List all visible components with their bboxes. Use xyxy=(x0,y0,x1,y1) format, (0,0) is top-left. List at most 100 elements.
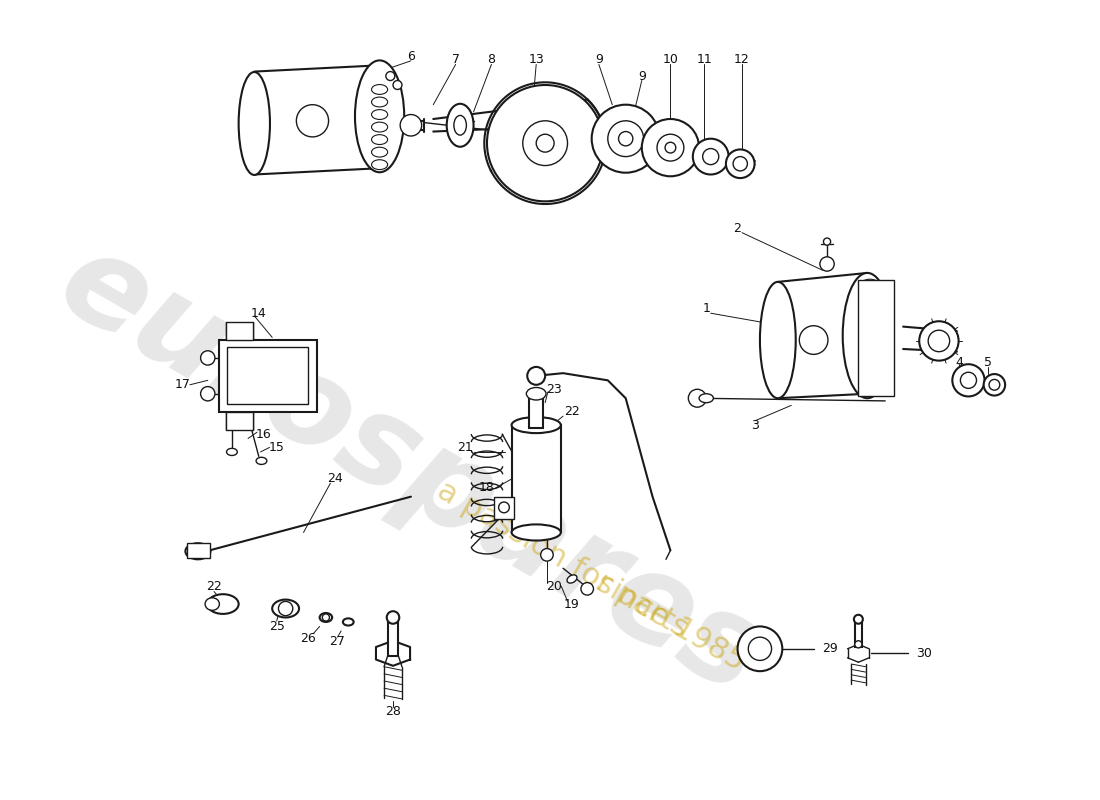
Circle shape xyxy=(527,367,546,385)
Ellipse shape xyxy=(320,613,332,622)
Bar xyxy=(226,322,253,340)
Text: 24: 24 xyxy=(327,472,343,486)
Text: 4: 4 xyxy=(956,356,964,369)
Text: 8: 8 xyxy=(487,54,495,66)
Circle shape xyxy=(641,119,700,176)
Ellipse shape xyxy=(861,322,879,333)
Text: 30: 30 xyxy=(916,646,933,660)
Circle shape xyxy=(592,105,660,173)
Text: since 1985: since 1985 xyxy=(591,568,750,676)
Circle shape xyxy=(322,614,330,621)
Circle shape xyxy=(920,322,958,361)
Circle shape xyxy=(854,614,862,624)
Bar xyxy=(187,543,210,558)
Circle shape xyxy=(522,121,568,166)
Circle shape xyxy=(387,611,399,624)
Ellipse shape xyxy=(372,122,387,132)
Text: 15: 15 xyxy=(268,441,285,454)
Ellipse shape xyxy=(861,365,879,376)
Circle shape xyxy=(748,637,771,661)
Ellipse shape xyxy=(372,134,387,145)
Bar xyxy=(512,425,561,533)
Text: 17: 17 xyxy=(175,378,190,391)
Text: 5: 5 xyxy=(984,356,992,369)
Circle shape xyxy=(989,379,1000,390)
Circle shape xyxy=(666,142,675,153)
Ellipse shape xyxy=(447,104,474,146)
Text: 10: 10 xyxy=(662,54,679,66)
Circle shape xyxy=(400,114,421,136)
Text: 3: 3 xyxy=(751,418,759,431)
Text: 7: 7 xyxy=(452,54,460,66)
Ellipse shape xyxy=(372,85,387,94)
Text: 9: 9 xyxy=(638,70,646,82)
Text: 2: 2 xyxy=(734,222,741,234)
Circle shape xyxy=(983,374,1005,395)
Ellipse shape xyxy=(239,72,270,175)
Ellipse shape xyxy=(205,598,219,610)
Text: 29: 29 xyxy=(823,642,838,655)
Circle shape xyxy=(693,138,728,174)
Text: 12: 12 xyxy=(734,54,750,66)
Ellipse shape xyxy=(760,282,795,398)
Circle shape xyxy=(581,582,594,595)
Ellipse shape xyxy=(227,448,238,455)
Bar xyxy=(228,347,308,405)
Text: 22: 22 xyxy=(206,580,222,593)
Circle shape xyxy=(824,238,830,245)
Ellipse shape xyxy=(527,387,546,400)
Text: 28: 28 xyxy=(385,705,402,718)
Circle shape xyxy=(386,71,395,81)
Text: 6: 6 xyxy=(407,50,415,63)
Ellipse shape xyxy=(512,417,561,433)
Circle shape xyxy=(800,326,828,354)
Circle shape xyxy=(618,131,632,146)
Ellipse shape xyxy=(372,160,387,170)
Ellipse shape xyxy=(512,525,561,541)
Text: 18: 18 xyxy=(478,482,495,494)
Ellipse shape xyxy=(566,575,578,583)
Circle shape xyxy=(657,134,684,161)
Ellipse shape xyxy=(256,458,267,465)
Ellipse shape xyxy=(343,618,353,626)
Ellipse shape xyxy=(207,594,239,614)
Bar xyxy=(529,394,543,428)
Circle shape xyxy=(536,134,554,152)
Ellipse shape xyxy=(372,97,387,107)
Circle shape xyxy=(296,105,329,137)
Text: 13: 13 xyxy=(528,54,544,66)
Text: eurospares: eurospares xyxy=(39,220,783,720)
Circle shape xyxy=(820,257,834,271)
Text: 23: 23 xyxy=(547,382,562,396)
Ellipse shape xyxy=(700,394,714,402)
Circle shape xyxy=(738,626,782,671)
Ellipse shape xyxy=(861,350,879,362)
Text: 20: 20 xyxy=(547,580,562,593)
Circle shape xyxy=(953,364,984,397)
Text: 26: 26 xyxy=(300,631,316,645)
Circle shape xyxy=(928,330,949,352)
Circle shape xyxy=(733,157,747,171)
Circle shape xyxy=(960,372,977,388)
Ellipse shape xyxy=(186,543,210,559)
Text: 1: 1 xyxy=(702,302,711,315)
Circle shape xyxy=(541,549,553,561)
Ellipse shape xyxy=(861,294,879,304)
Ellipse shape xyxy=(372,110,387,119)
Bar xyxy=(219,340,317,412)
Circle shape xyxy=(393,81,402,90)
Circle shape xyxy=(703,149,718,165)
Bar xyxy=(226,412,253,430)
Bar xyxy=(387,622,398,656)
Bar xyxy=(858,280,894,397)
Circle shape xyxy=(608,121,644,157)
Circle shape xyxy=(278,602,293,616)
Ellipse shape xyxy=(861,308,879,318)
Circle shape xyxy=(200,350,214,365)
Ellipse shape xyxy=(861,279,879,290)
Text: 14: 14 xyxy=(251,306,266,320)
Text: 27: 27 xyxy=(330,635,345,648)
Text: 21: 21 xyxy=(456,441,473,454)
Circle shape xyxy=(855,641,862,648)
Circle shape xyxy=(689,390,706,407)
